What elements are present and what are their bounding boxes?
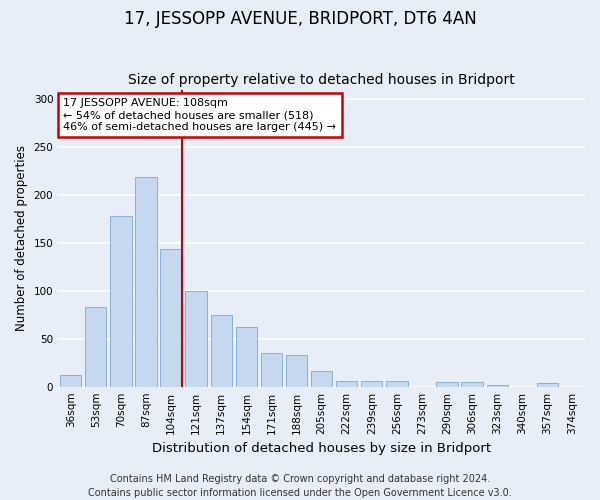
Bar bbox=[261, 353, 282, 386]
X-axis label: Distribution of detached houses by size in Bridport: Distribution of detached houses by size … bbox=[152, 442, 491, 455]
Bar bbox=[487, 385, 508, 386]
Bar bbox=[236, 328, 257, 386]
Bar bbox=[185, 291, 207, 386]
Bar bbox=[160, 248, 182, 386]
Title: Size of property relative to detached houses in Bridport: Size of property relative to detached ho… bbox=[128, 73, 515, 87]
Text: 17, JESSOPP AVENUE, BRIDPORT, DT6 4AN: 17, JESSOPP AVENUE, BRIDPORT, DT6 4AN bbox=[124, 10, 476, 28]
Y-axis label: Number of detached properties: Number of detached properties bbox=[15, 145, 28, 331]
Bar bbox=[85, 307, 106, 386]
Bar bbox=[436, 382, 458, 386]
Bar bbox=[286, 355, 307, 386]
Bar bbox=[211, 315, 232, 386]
Bar bbox=[336, 381, 358, 386]
Bar bbox=[537, 383, 558, 386]
Bar bbox=[461, 382, 483, 386]
Bar bbox=[311, 372, 332, 386]
Text: Contains HM Land Registry data © Crown copyright and database right 2024.
Contai: Contains HM Land Registry data © Crown c… bbox=[88, 474, 512, 498]
Bar bbox=[386, 381, 407, 386]
Bar bbox=[136, 177, 157, 386]
Bar bbox=[361, 381, 382, 386]
Bar bbox=[110, 216, 131, 386]
Bar bbox=[60, 375, 82, 386]
Text: 17 JESSOPP AVENUE: 108sqm
← 54% of detached houses are smaller (518)
46% of semi: 17 JESSOPP AVENUE: 108sqm ← 54% of detac… bbox=[64, 98, 337, 132]
